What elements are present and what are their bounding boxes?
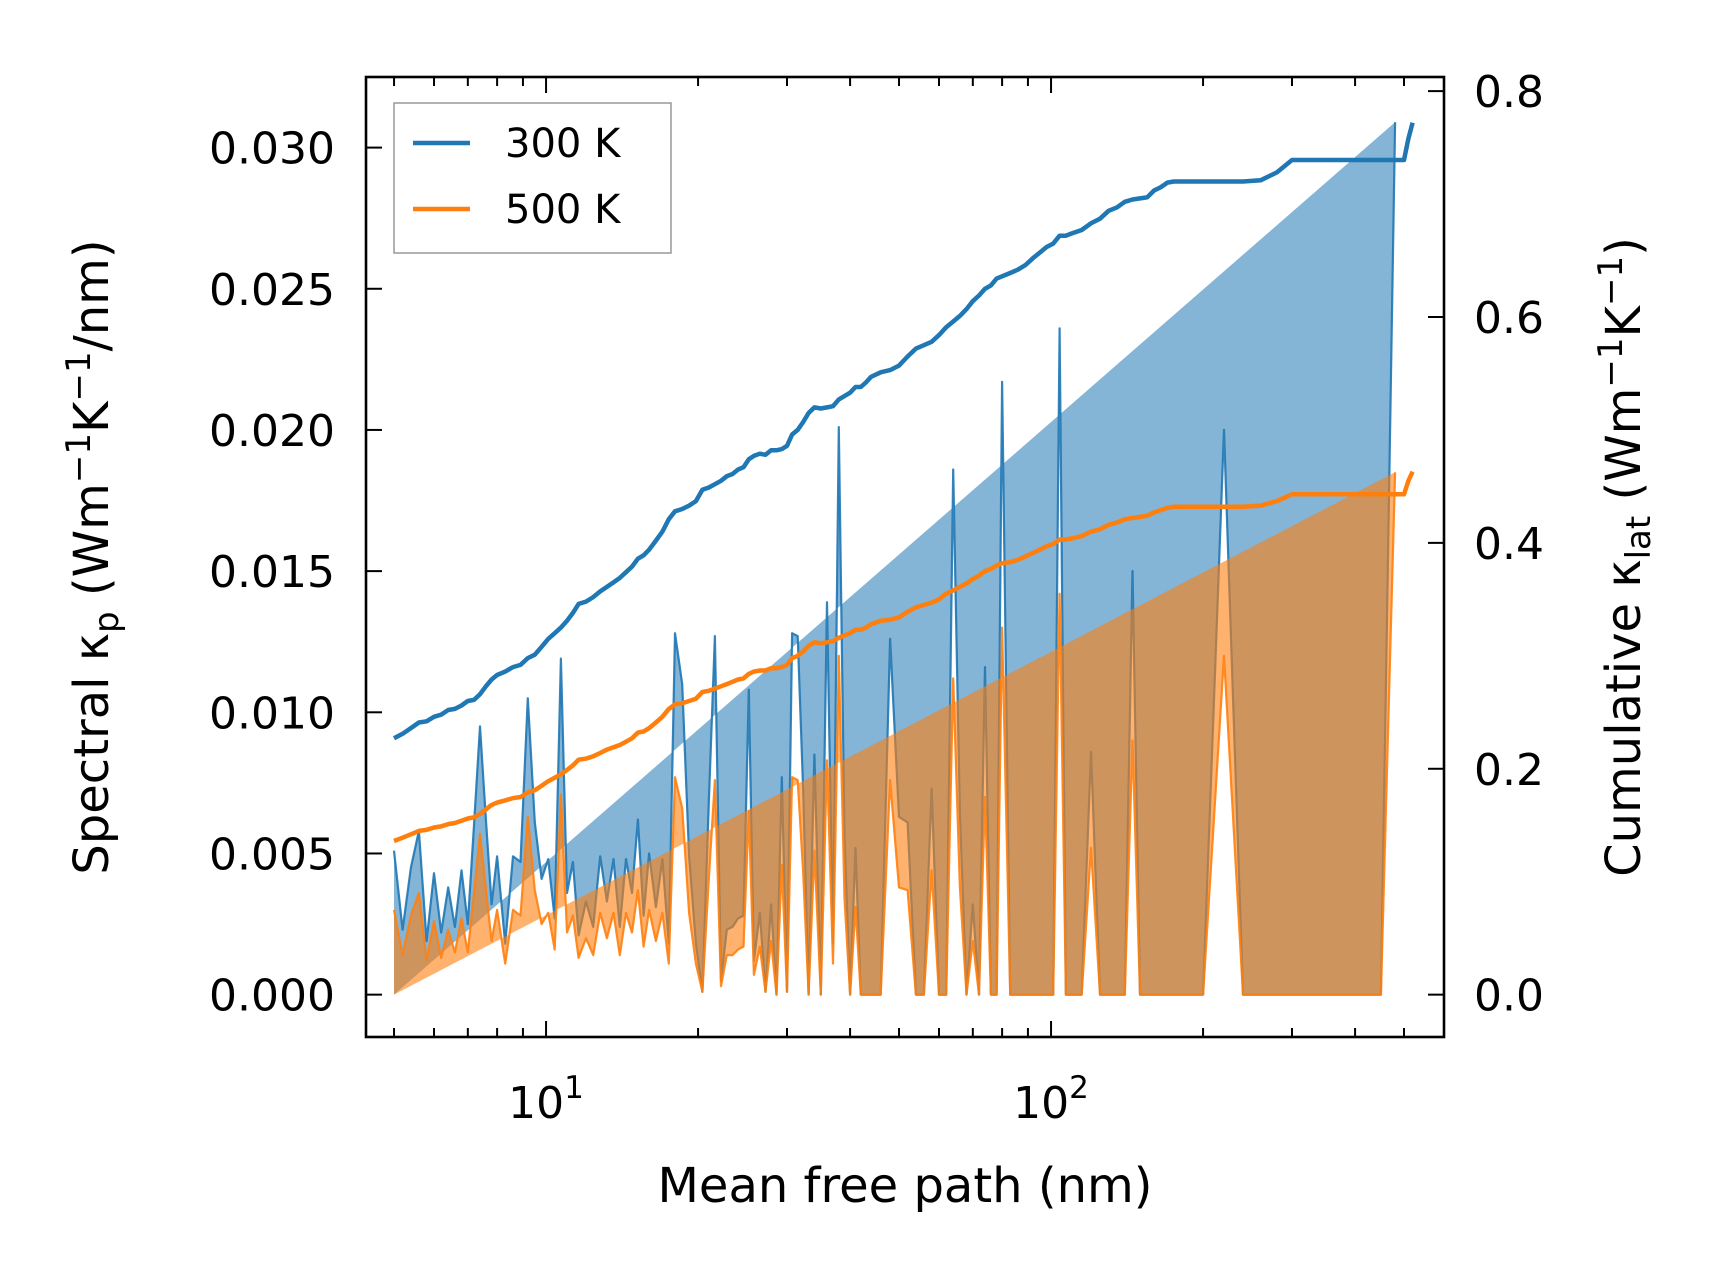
x-tick-label-base: 10 [508, 1078, 564, 1129]
y-right-title-sub: lat [1619, 516, 1659, 560]
x-tick-labels: 101 102 [508, 1070, 1089, 1129]
x-tick-label-exponent: 2 [1069, 1070, 1089, 1106]
y-right-tick-label-0: 0.0 [1474, 971, 1544, 1022]
y-left-tick-label-3: 0.015 [209, 547, 335, 598]
y-left-title-sup2: −1 [59, 351, 99, 401]
cumulative-line-1 [393, 470, 1415, 844]
y-right-tick-label-2: 0.4 [1474, 519, 1544, 570]
y-right-title-k: K [1596, 304, 1652, 337]
y-right-title-sup1: −1 [1591, 337, 1631, 387]
y-left-title-sub: p [87, 611, 127, 633]
x-tick-label-exponent: 1 [564, 1070, 584, 1106]
y-left-title-k: K [64, 400, 120, 433]
y-left-title-prefix: Spectral κ [64, 633, 120, 875]
y-left-axis-title: Spectral κp (Wm−1K−1/nm) [59, 239, 127, 874]
y-right-title-suffix: ) [1596, 237, 1652, 256]
y-left-tick-label-4: 0.020 [209, 406, 335, 457]
y-left-title-sup1: −1 [59, 433, 99, 483]
y-right-axis-title: Cumulative κlat (Wm−1K−1) [1591, 237, 1659, 877]
y-left-tick-label-1: 0.005 [209, 829, 335, 880]
x-axis-title: Mean free path (nm) [658, 1158, 1153, 1214]
y-left-tick-label-2: 0.010 [209, 688, 335, 739]
spectral-line-1 [392, 472, 1397, 996]
plot-frame [364, 75, 1446, 1039]
x-tick-label-0: 101 [508, 1070, 584, 1129]
series-layer [392, 122, 1415, 996]
legend-label-300k: 300 K [505, 121, 622, 167]
legend: 300 K 500 K [393, 102, 672, 254]
y-right-tick-labels: 0.0 0.2 0.4 0.6 0.8 [1474, 67, 1544, 1022]
y-left-tick-labels: 0.000 0.005 0.010 0.015 0.020 0.025 0.030 [209, 124, 335, 1022]
y-left-tick-label-5: 0.025 [209, 265, 335, 316]
y-right-title-sup2: −1 [1591, 256, 1631, 306]
y-left-tick-label-0: 0.000 [209, 971, 335, 1022]
y-left-title-suffix: /nm) [64, 239, 120, 351]
x-tick-label-base: 10 [1013, 1078, 1069, 1129]
x-tick-label-1: 102 [1013, 1070, 1089, 1129]
spectral-area-1 [394, 472, 1396, 995]
cumulative-line-0 [392, 122, 1415, 741]
legend-frame [393, 102, 672, 254]
y-right-tick-label-4: 0.8 [1474, 67, 1544, 118]
y-right-title-mid: (Wm [1596, 388, 1652, 516]
y-right-title-prefix: Cumulative κ [1596, 559, 1652, 877]
y-right-tick-label-1: 0.2 [1474, 745, 1544, 796]
y-left-tick-label-6: 0.030 [209, 124, 335, 175]
y-left-title-mid: (Wm [64, 483, 120, 611]
legend-label-500k: 500 K [505, 187, 622, 233]
y-right-tick-label-3: 0.6 [1474, 293, 1544, 344]
